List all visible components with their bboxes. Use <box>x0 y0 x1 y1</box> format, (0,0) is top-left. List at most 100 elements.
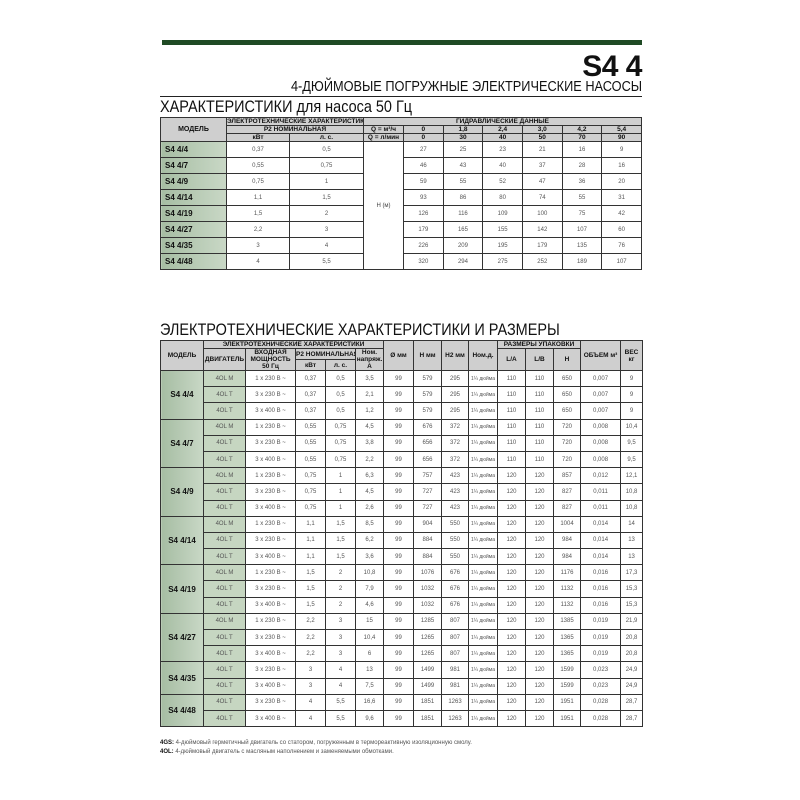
pack-lb-cell: 120 <box>525 467 554 485</box>
head-value-cell: 195 <box>482 237 523 254</box>
diameter-cell: 99 <box>383 548 414 566</box>
col-q-lmin: Q = л/мин <box>363 133 404 142</box>
height2-cell: 372 <box>441 434 469 452</box>
nominal-diameter-cell: 1¼ дюйма <box>468 450 498 469</box>
diameter-cell: 99 <box>383 369 414 388</box>
nominal-diameter-cell: 1¼ дюйма <box>468 628 498 647</box>
head-value-cell: 55 <box>442 173 484 190</box>
weight-cell: 14 <box>620 515 644 533</box>
nominal-diameter-cell: 1¼ дюйма <box>468 418 498 436</box>
nominal-diameter-cell: 1¼ дюйма <box>468 661 498 679</box>
weight-cell: 20,8 <box>620 645 644 663</box>
nominal-diameter-cell: 1¼ дюйма <box>468 596 498 614</box>
diameter-cell: 99 <box>383 709 414 728</box>
kw-cell: 0,75 <box>226 173 290 190</box>
current-cell: 3,5 <box>355 369 384 388</box>
height-cell: 656 <box>413 434 442 452</box>
height2-cell: 423 <box>441 499 469 517</box>
col-packaging: РАЗМЕРЫ УПАКОВКИ <box>496 340 582 349</box>
pack-h-cell: 827 <box>552 483 582 501</box>
pack-la-cell: 120 <box>497 645 526 663</box>
pack-la-cell: 120 <box>497 612 526 631</box>
current-cell: 6,2 <box>355 531 384 550</box>
weight-cell: 20,8 <box>620 628 644 647</box>
input-power-cell: 1 x 230 В ~ <box>245 369 296 388</box>
footnote: 4GS: 4-дюймовый герметичный двигатель со… <box>160 740 472 746</box>
hp-cell: 5,5 <box>289 253 364 270</box>
head-value-cell: 109 <box>482 205 523 222</box>
height2-cell: 1263 <box>441 709 469 728</box>
diameter-cell: 99 <box>383 418 414 436</box>
pack-h-cell: 720 <box>552 434 582 452</box>
hp-cell: 5,5 <box>325 709 356 728</box>
weight-cell: 13 <box>620 548 644 566</box>
hp-cell: 2 <box>325 580 356 598</box>
nominal-diameter-cell: 1¼ дюйма <box>468 369 498 388</box>
nominal-diameter-cell: 1¼ дюйма <box>468 515 498 533</box>
weight-cell: 10,8 <box>620 499 644 517</box>
pack-lb-cell: 120 <box>525 693 554 711</box>
col-kw: кВт <box>226 133 290 142</box>
hp-cell: 4 <box>325 661 356 679</box>
weight-cell: 10,8 <box>620 483 644 501</box>
engine-cell: 4OL T <box>203 661 246 679</box>
nominal-diameter-cell: 1¼ дюйма <box>468 564 498 582</box>
q-lmin-value: 0 <box>403 133 444 142</box>
head-value-cell: 47 <box>521 173 563 190</box>
height-cell: 1265 <box>413 628 442 647</box>
pack-h-cell: 857 <box>552 467 582 485</box>
head-value-cell: 294 <box>442 253 484 270</box>
input-power-cell: 3 x 400 В ~ <box>245 548 296 566</box>
head-value-cell: 52 <box>482 173 523 190</box>
volume-cell: 0,007 <box>580 402 622 420</box>
col-hydro: ГИДРАВЛИЧЕСКИЕ ДАННЫЕ <box>363 117 642 126</box>
head-value-cell: 179 <box>403 221 444 238</box>
head-value-cell: 40 <box>482 157 523 174</box>
kw-cell: 1,5 <box>295 580 326 598</box>
nominal-diameter-cell: 1¼ дюйма <box>468 580 498 598</box>
diameter-cell: 99 <box>383 483 414 501</box>
volume-cell: 0,012 <box>580 467 622 485</box>
volume-cell: 0,028 <box>580 709 622 728</box>
height-cell: 579 <box>413 369 442 388</box>
kw-cell: 1,1 <box>295 531 326 550</box>
kw-cell: 0,55 <box>295 418 326 436</box>
kw-cell: 4 <box>226 253 290 270</box>
kw-cell: 0,37 <box>226 141 290 158</box>
weight-cell: 24,9 <box>620 677 644 695</box>
kw-cell: 1,1 <box>226 189 290 206</box>
height-cell: 1285 <box>413 612 442 631</box>
input-power-cell: 3 x 230 В ~ <box>245 483 296 501</box>
head-value-cell: 93 <box>403 189 444 206</box>
col-electro: ЭЛЕКТРОТЕХНИЧЕСКИЕ ХАРАКТЕРИСТИКИ <box>203 340 384 349</box>
pack-h-cell: 1004 <box>552 515 582 533</box>
pack-h-cell: 650 <box>552 386 582 404</box>
height2-cell: 807 <box>441 645 469 663</box>
head-value-cell: 252 <box>521 253 563 270</box>
height-cell: 1032 <box>413 596 442 614</box>
model-cell: S4 4/4 <box>160 141 227 158</box>
current-cell: 2,1 <box>355 386 384 404</box>
engine-cell: 4OL M <box>203 612 246 631</box>
head-value-cell: 23 <box>482 141 523 158</box>
head-value-cell: 116 <box>442 205 484 222</box>
current-cell: 10,4 <box>355 628 384 647</box>
diameter-cell: 99 <box>383 677 414 695</box>
pack-lb-cell: 120 <box>525 709 554 728</box>
hp-cell: 1,5 <box>325 531 356 550</box>
head-value-cell: 76 <box>601 237 642 254</box>
header-accent-bar <box>162 40 642 45</box>
head-value-cell: 9 <box>601 141 642 158</box>
hp-cell: 4 <box>289 237 364 254</box>
footnotes: 4GS: 4-дюймовый герметичный двигатель со… <box>160 739 472 757</box>
engine-cell: 4OL T <box>203 386 246 404</box>
nominal-diameter-cell: 1¼ дюйма <box>468 548 498 566</box>
volume-cell: 0,011 <box>580 499 622 517</box>
pack-lb-cell: 110 <box>525 402 554 420</box>
input-power-cell: 3 x 400 В ~ <box>245 499 296 517</box>
nominal-diameter-cell: 1¼ дюйма <box>468 499 498 517</box>
volume-cell: 0,019 <box>580 645 622 663</box>
height-cell: 884 <box>413 531 442 550</box>
